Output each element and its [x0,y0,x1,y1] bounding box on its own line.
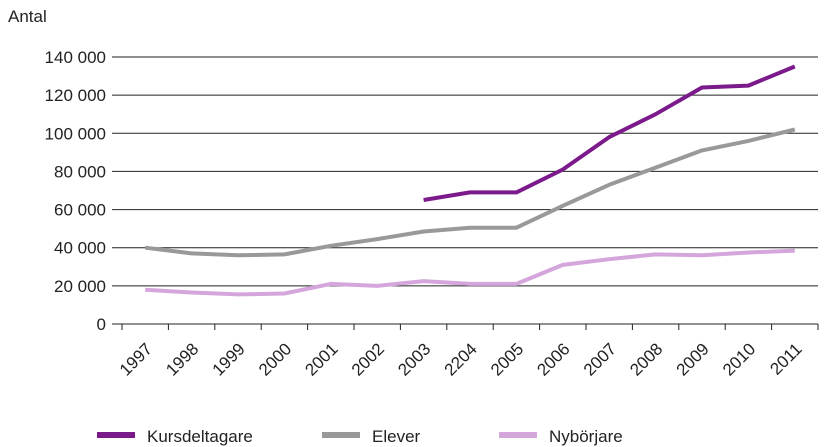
x-tick-label: 2000 [255,339,295,379]
y-tick-label: 80 000 [54,162,106,181]
series-line-nybörjare [145,248,795,297]
series-line-kursdeltagare [423,64,796,202]
y-tick-label: 60 000 [54,201,106,220]
y-tick-label: 100 000 [45,124,106,143]
x-tick-label: 2002 [348,339,388,379]
series-lines [144,64,796,297]
y-tick-label: 140 000 [45,48,106,67]
y-tick-label: 120 000 [45,86,106,105]
x-tick-label: 1998 [162,339,202,379]
legend-swatch [499,432,537,438]
x-tick-label: 2204 [441,339,481,379]
legend-label: Kursdeltagare [147,427,253,446]
x-tick-label: 2006 [533,339,573,379]
series-line-elever [144,127,796,258]
y-axis-ticks: 0 20 000 40 000 60 000 80 000 100 000 120 000 1… [45,48,106,334]
x-tick-label: 2011 [766,339,805,378]
legend: Kursdeltagare Elever Nybörjare [97,427,623,446]
legend-label: Elever [372,427,421,446]
x-tick-label: 2005 [487,339,527,379]
x-tick-label: 2009 [673,339,713,379]
x-axis: 1997 1998 1999 2000 2001 2002 2003 2204 2005 2006… [112,323,819,380]
legend-swatch [322,432,360,438]
y-tick-label: 40 000 [54,239,106,258]
grid-lines [112,56,818,287]
legend-swatch [97,432,135,438]
y-tick-label: 20 000 [54,277,106,296]
x-tick-label: 2007 [580,339,620,379]
y-axis-title: Antal [8,7,47,26]
x-tick-label: 2003 [394,339,434,379]
x-tick-label: 1997 [116,339,156,379]
x-tick-label: 1999 [209,339,249,379]
x-tick-label: 2010 [719,339,759,379]
x-tick-label: 2001 [301,339,341,379]
y-tick-label: 0 [97,315,106,334]
x-tick-label: 2008 [626,339,666,379]
legend-label: Nybörjare [549,427,623,446]
